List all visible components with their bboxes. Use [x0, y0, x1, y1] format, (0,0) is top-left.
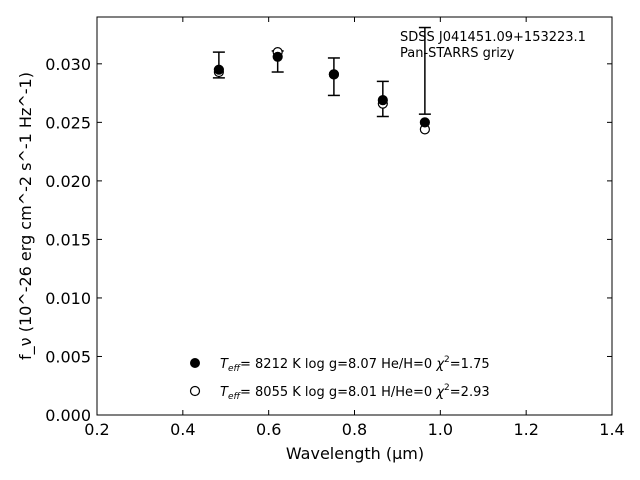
error-bars — [212, 26, 431, 118]
y-tick-label: 0.020 — [45, 172, 91, 191]
y-tick-label: 0.025 — [45, 113, 91, 132]
legend-comp-1: He/H=0 — [381, 357, 432, 372]
legend-marker-filled — [190, 358, 200, 368]
legend-logg-1: log g=8.07 — [305, 357, 377, 372]
plot-frame — [96, 16, 613, 416]
x-tick-label: 1.0 — [428, 420, 453, 439]
legend: Teff= 8212 K log g=8.07 He/H=0 χ2=1.75 T… — [189, 355, 490, 402]
x-tick-label: 0.4 — [170, 420, 195, 439]
x-tick-label: 1.2 — [513, 420, 538, 439]
annotation-line-2: Pan-STARRS grizy — [400, 46, 515, 61]
legend-teff-2: 8055 K — [255, 385, 301, 400]
x-tick-label: 0.8 — [342, 420, 367, 439]
legend-chi2-1: =1.75 — [450, 357, 490, 372]
x-tick-label: 0.2 — [84, 420, 109, 439]
legend-logg-2: log g=8.01 — [305, 385, 377, 400]
legend-chi2-2: =2.93 — [450, 385, 490, 400]
data-point-filled — [272, 51, 283, 62]
plot-area — [96, 16, 613, 416]
data-point-filled — [328, 69, 339, 80]
legend-comp-2: H/He=0 — [381, 385, 432, 400]
x-axis-label: Wavelength (μm) — [286, 444, 424, 463]
legend-marker-open — [189, 385, 201, 397]
legend-label-series-2: Teff= 8055 K log g=8.01 H/He=0 χ2=2.93 — [220, 383, 490, 402]
legend-label-series-1: Teff= 8212 K log g=8.07 He/H=0 χ2=1.75 — [220, 355, 490, 374]
y-tick-label: 0.000 — [45, 406, 91, 425]
y-tick-label: 0.015 — [45, 230, 91, 249]
data-point-filled — [213, 64, 224, 75]
data-point-filled — [377, 95, 388, 106]
data-point-filled — [419, 117, 430, 128]
y-axis: 0.000 0.005 0.010 0.015 0.020 0.025 0.030 — [45, 55, 612, 425]
data-points — [213, 47, 430, 135]
legend-teff-1: 8212 K — [255, 357, 301, 372]
x-axis: 0.2 0.4 0.6 0.8 1.0 1.2 1.4 — [84, 17, 625, 439]
x-tick-label: 1.4 — [599, 420, 624, 439]
y-axis-label: f_ν (10^-26 erg cm^-2 s^-1 Hz^-1) — [16, 72, 36, 360]
y-tick-label: 0.030 — [45, 55, 91, 74]
annotation-line-1: SDSS J041451.09+153223.1 — [400, 30, 586, 45]
y-tick-label: 0.010 — [45, 289, 91, 308]
y-tick-label: 0.005 — [45, 347, 91, 366]
x-tick-label: 0.6 — [256, 420, 281, 439]
